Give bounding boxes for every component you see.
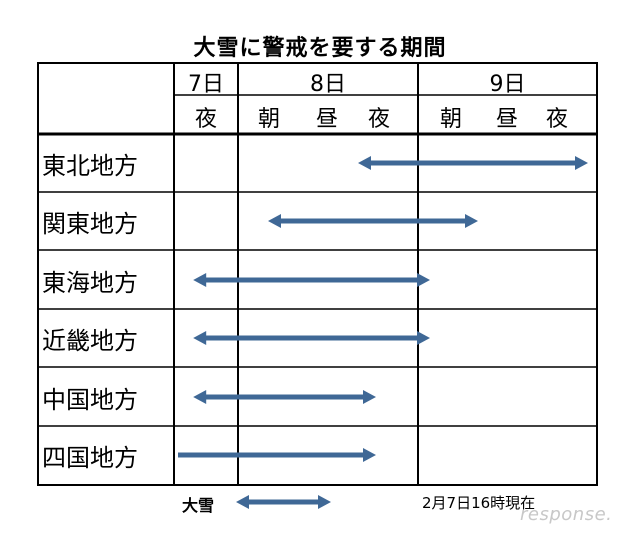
- period-arrow-1: [268, 214, 478, 228]
- header-day-9: 9日: [489, 72, 526, 97]
- diagram-title: 大雪に警戒を要する期間: [193, 36, 447, 61]
- as-of-timestamp: 2月7日16時現在: [422, 494, 536, 512]
- period-9-noon: 昼: [496, 107, 519, 132]
- period-9-morning: 朝: [440, 107, 463, 132]
- region-label-tokai: 東海地方: [42, 269, 138, 297]
- period-8-morning: 朝: [258, 107, 281, 132]
- region-label-chugoku: 中国地方: [42, 386, 138, 414]
- legend-label: 大雪: [182, 496, 215, 515]
- period-9-night: 夜: [546, 107, 569, 132]
- period-8-noon: 昼: [316, 107, 339, 132]
- region-label-kinki: 近畿地方: [42, 327, 138, 355]
- period-arrow-0: [358, 156, 588, 170]
- region-label-kanto: 関東地方: [42, 210, 138, 238]
- header-day-7: 7日: [188, 72, 224, 97]
- period-7-night: 夜: [194, 107, 217, 132]
- legend-arrow: [236, 495, 331, 509]
- period-arrow-5: [178, 448, 376, 462]
- period-8-night: 夜: [368, 107, 391, 132]
- region-label-shikoku: 四国地方: [42, 444, 138, 472]
- watermark-logo: response.: [520, 504, 613, 525]
- period-arrow-3: [193, 331, 430, 345]
- period-arrow-4: [193, 390, 376, 404]
- period-arrow-2: [193, 273, 430, 287]
- header-day-8: 8日: [310, 72, 346, 97]
- region-label-tohoku: 東北地方: [42, 152, 138, 180]
